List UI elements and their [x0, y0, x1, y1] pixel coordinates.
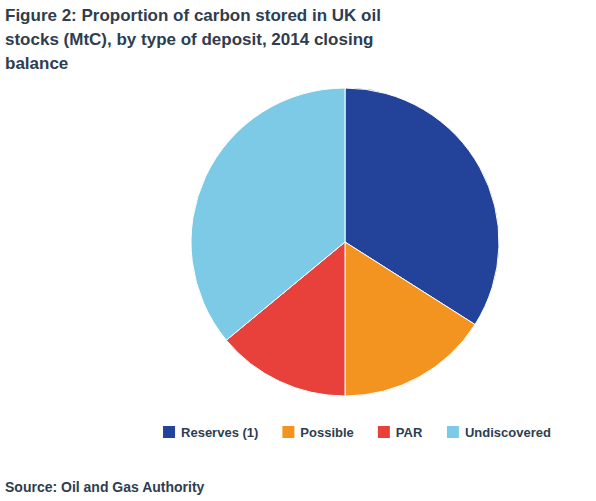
- legend-swatch: [447, 426, 459, 438]
- pie: [191, 88, 499, 396]
- pie-slice: [345, 242, 475, 396]
- legend-swatch: [163, 426, 175, 438]
- source-note: Source: Oil and Gas Authority: [5, 479, 205, 495]
- pie-slice: [191, 88, 345, 340]
- legend-label: Reserves (1): [181, 425, 258, 440]
- legend-label: PAR: [396, 425, 423, 440]
- legend-swatch: [378, 426, 390, 438]
- chart-title: Figure 2: Proportion of carbon stored in…: [5, 4, 400, 76]
- legend-label: Undiscovered: [465, 425, 551, 440]
- legend: Reserves (1) Possible PAR Undiscovered: [163, 425, 551, 440]
- legend-swatch: [282, 426, 294, 438]
- legend-item: Reserves (1): [163, 425, 258, 440]
- legend-item: Undiscovered: [447, 425, 551, 440]
- legend-item: PAR: [378, 425, 423, 440]
- legend-item: Possible: [282, 425, 353, 440]
- legend-label: Possible: [300, 425, 353, 440]
- chart: Reserves (1) Possible PAR Undiscovered Sourc…: [0, 0, 596, 501]
